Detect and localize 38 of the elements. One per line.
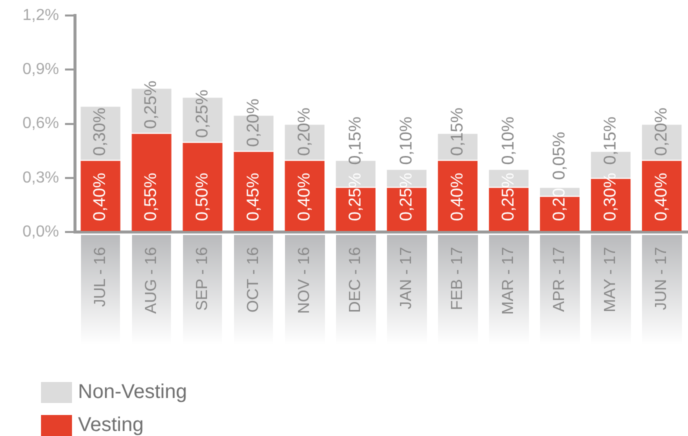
data-label: 0,40% [651,172,670,221]
x-tick-label: FEB - 17 [449,246,466,310]
x-tick-label: JAN - 17 [398,246,416,310]
y-tick-label: 0,0% [22,223,59,240]
data-label: 0,40% [90,172,110,221]
x-tick-label: DEC - 16 [347,246,364,313]
legend-label: Non-Vesting [78,381,187,403]
y-tick-label: 0,6% [22,115,59,132]
data-label: 0,50% [192,172,212,221]
data-label: 0,20% [294,108,314,156]
data-label: 0,15% [600,116,620,165]
data-label: 0,45% [243,172,262,221]
x-tick-label: NOV - 16 [296,246,314,314]
x-tick-label: AUG - 16 [142,246,160,314]
x-tick-label: JUL - 16 [92,246,109,307]
y-tick-label: 0,3% [22,169,59,186]
data-label: 0,10% [498,116,518,165]
x-tick-label: JUN - 17 [653,246,670,310]
data-label: 0,05% [549,132,568,180]
x-tick-label: SEP - 16 [194,246,211,311]
legend-label: Vesting [78,414,144,436]
data-label: 0,20% [651,108,670,156]
data-label: 0,55% [141,172,160,221]
x-tick-label: MAY - 17 [602,246,620,312]
x-tick-label: MAR - 17 [500,246,518,315]
data-label: 0,20% [243,98,262,147]
data-label: 0,30% [90,108,110,156]
y-tick-label: 1,2% [22,7,59,24]
data-label: 0,40% [447,172,466,221]
data-label: 0,25% [141,80,160,129]
data-label: 0,10% [396,116,416,165]
x-tick-label: APR - 17 [551,246,568,312]
data-label: 0,15% [447,108,466,156]
x-tick-label: OCT - 16 [245,246,262,312]
y-tick-label: 0,9% [22,61,59,78]
data-label: 0,15% [345,116,364,165]
data-label: 0,25% [192,90,212,138]
data-label: 0,40% [294,172,314,221]
